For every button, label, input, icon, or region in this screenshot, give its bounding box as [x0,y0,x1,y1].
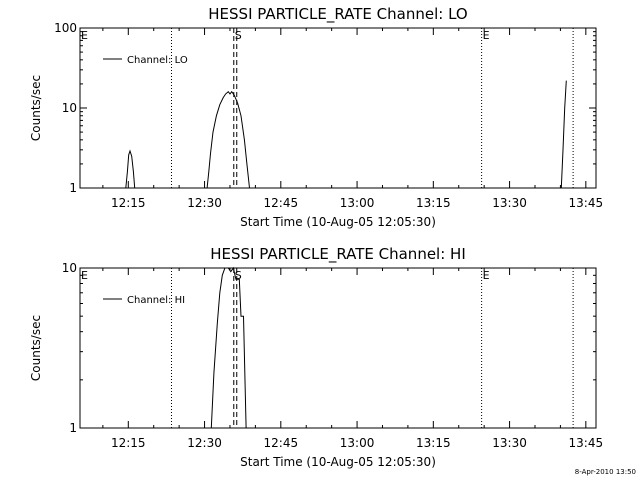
x-tick-label: 13:00 [340,436,375,450]
x-tick-label: 12:15 [111,436,146,450]
x-tick-label: 13:30 [492,196,527,210]
time-marker-label: S [235,269,242,282]
x-tick-label: 13:00 [340,196,375,210]
time-marker-label: E [483,29,490,42]
footer-stamp: 8-Apr-2010 13:50 [575,468,636,476]
chart-panel-2: HESSI PARTICLE_RATE Channel: HI 12:15 12:3… [29,245,603,469]
y-tick-label: 10 [62,261,77,275]
plot-frame [79,27,597,189]
x-tick-label: 12:30 [187,196,222,210]
time-marker-label: E [81,29,88,42]
x-axis-label: Start Time (10-Aug-05 12:05:30) [240,455,436,469]
y-axis-label: Counts/sec [29,75,43,141]
x-tick-label: 13:30 [492,436,527,450]
y-tick-label: 10 [62,101,77,115]
time-marker-label: E [81,269,88,282]
x-tick-label: 12:45 [264,436,299,450]
plot-frame [79,267,597,429]
chart-title: HESSI PARTICLE_RATE Channel: HI [210,245,466,264]
legend-label: Channel: HI [127,295,185,306]
x-tick-label: 13:15 [416,436,451,450]
chart-title: HESSI PARTICLE_RATE Channel: LO [208,5,467,24]
x-tick-label: 12:30 [187,436,222,450]
y-tick-label: 1 [69,421,77,435]
x-tick-label: 13:45 [569,436,604,450]
x-tick-label: 12:15 [111,196,146,210]
y-tick-label: 1 [69,181,77,195]
x-tick-label: 13:15 [416,196,451,210]
y-axis-label: Counts/sec [29,315,43,381]
y-tick-label: 100 [54,21,77,35]
legend-label: Channel: LO [127,55,188,66]
x-tick-label: 12:45 [264,196,299,210]
time-marker-label: E [483,269,490,282]
time-marker-label: S [235,29,242,42]
series-line [210,266,247,429]
series-line [125,80,567,189]
x-tick-label: 13:45 [569,196,604,210]
x-axis-label: Start Time (10-Aug-05 12:05:30) [240,215,436,229]
chart-panel-1: HESSI PARTICLE_RATE Channel: LO 12:15 12:3… [29,5,603,229]
